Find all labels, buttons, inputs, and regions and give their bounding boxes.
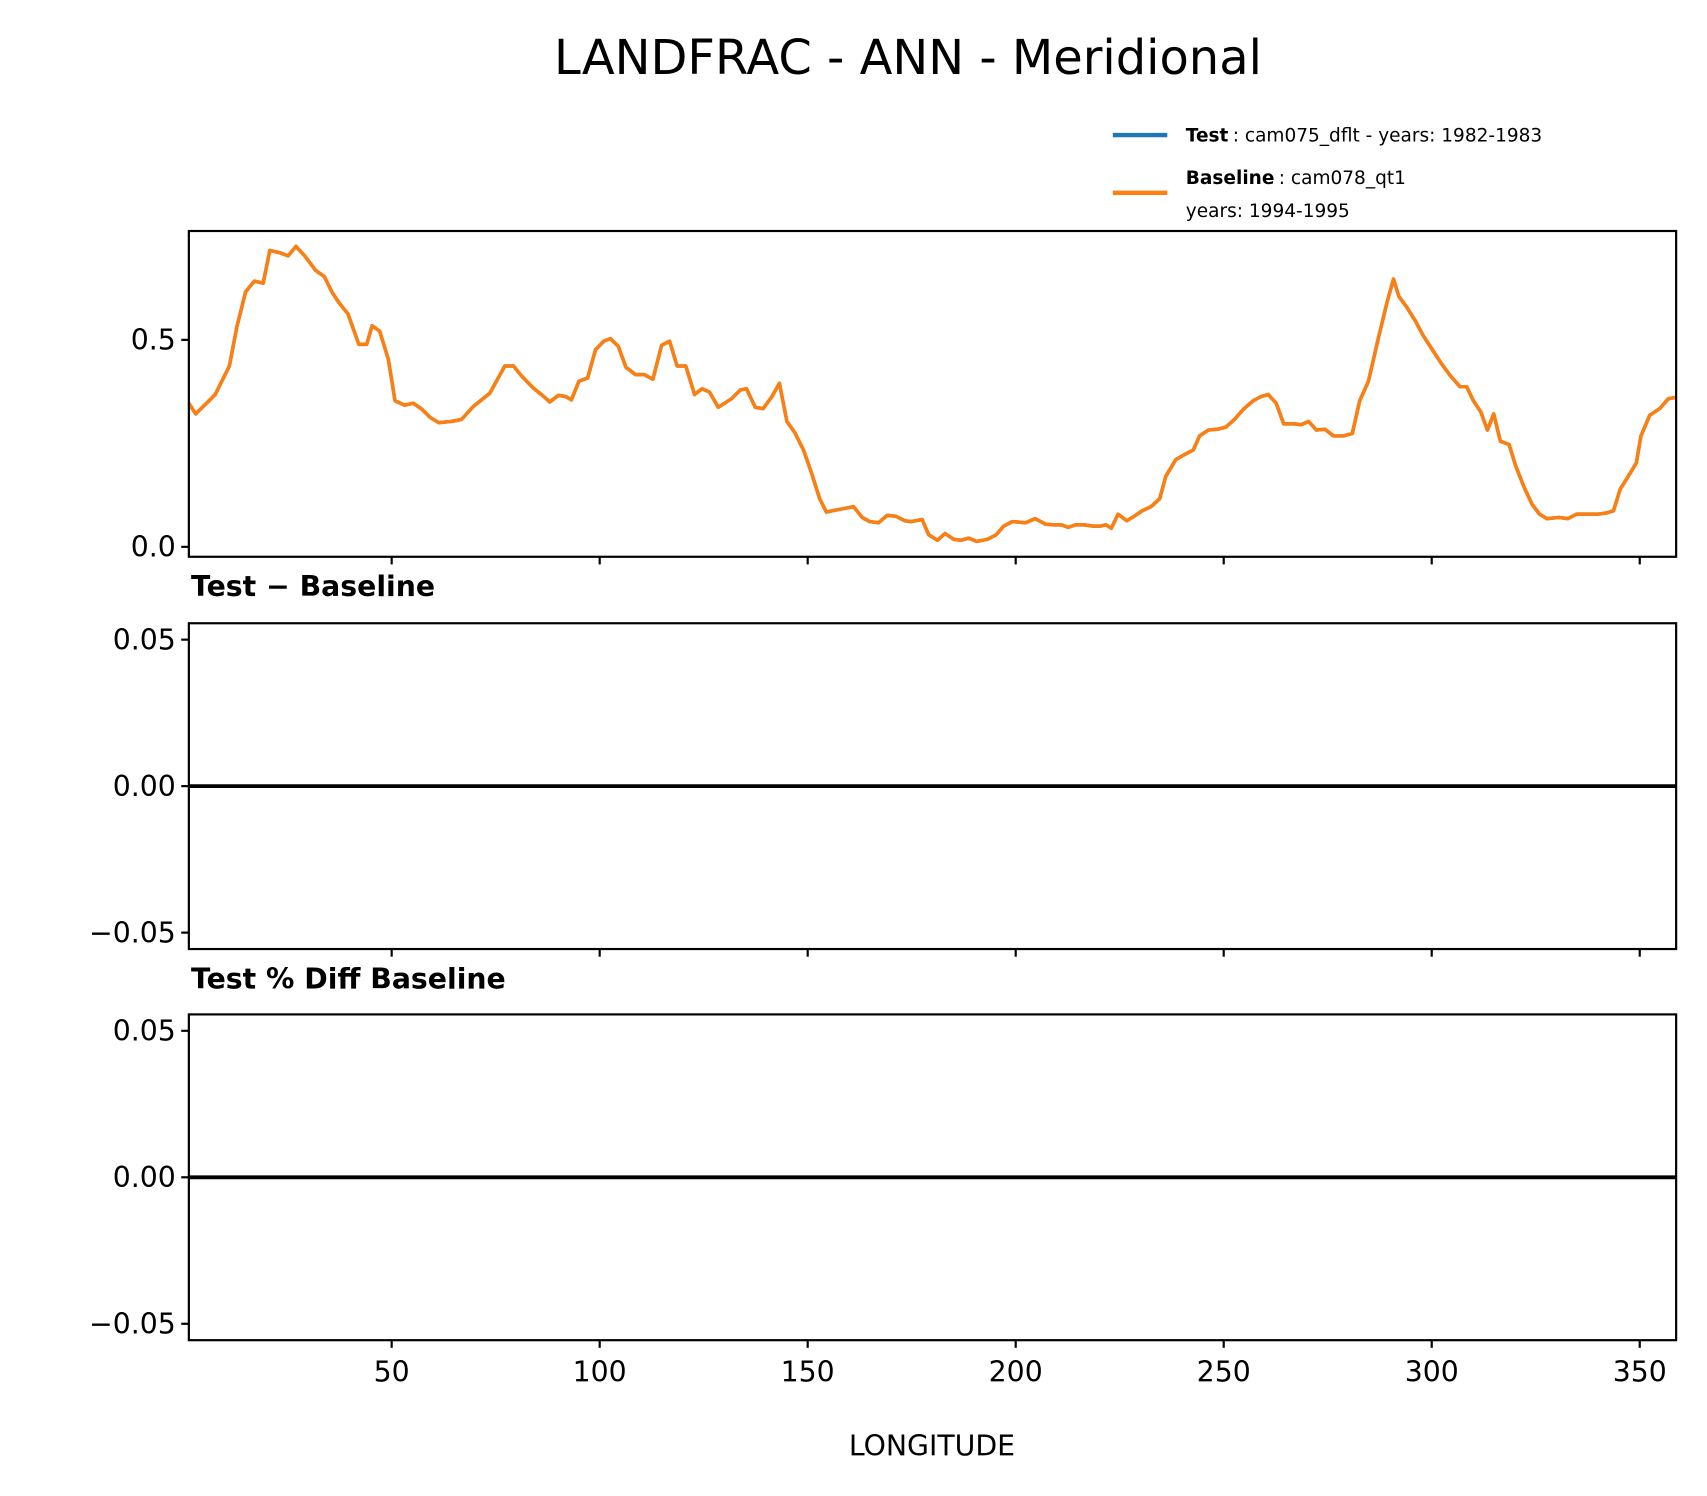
legend: Test: cam075_dflt - years: 1982-1983 Bas… <box>1112 126 1542 222</box>
y-tick-label: 0.00 <box>113 770 176 803</box>
series-line-test <box>187 244 1677 544</box>
legend-baseline-text: : cam078_qt1 <box>1279 168 1406 189</box>
x-tick-label: 100 <box>573 1356 627 1389</box>
panel-title-difference: Test − Baseline <box>191 570 435 603</box>
y-tick-label: 0.0 <box>131 531 176 564</box>
y-tick-label: 0.00 <box>113 1161 176 1194</box>
panel-title-percent-difference: Test % Diff Baseline <box>191 962 506 995</box>
svg-text:Test: cam075_dflt - years: 198: Test: cam075_dflt - years: 1982-1983 <box>1186 126 1542 147</box>
legend-test-label: Test <box>1186 126 1229 147</box>
legend-test-text: : cam075_dflt - years: 1982-1983 <box>1233 126 1542 147</box>
panel-difference: −0.05 0.00 0.05 <box>89 622 1678 957</box>
y-tick-label: −0.05 <box>89 1308 176 1341</box>
x-tick-label: 150 <box>781 1356 835 1389</box>
x-axis-label: LONGITUDE <box>849 1430 1015 1463</box>
legend-baseline-years: years: 1994-1995 <box>1186 201 1350 222</box>
svg-text:Baseline: cam078_qt1: Baseline: cam078_qt1 <box>1186 168 1406 189</box>
x-tick-label: 50 <box>374 1356 410 1389</box>
y-tick-label: 0.05 <box>113 1015 176 1048</box>
axes-frame <box>187 229 1678 558</box>
y-tick-label: −0.05 <box>89 916 176 949</box>
chart-title: LANDFRAC - ANN - Meridional <box>554 31 1262 86</box>
legend-baseline-label: Baseline <box>1186 168 1275 189</box>
x-tick-label: 300 <box>1405 1356 1459 1389</box>
x-tick-label: 200 <box>989 1356 1043 1389</box>
x-tick-label: 350 <box>1613 1356 1667 1389</box>
panel-values: 0.0 0.5 <box>131 229 1678 565</box>
y-tick-label: 0.05 <box>113 623 176 656</box>
panel-percent-difference: −0.05 0.00 0.05 50 100 150 200 250 300 350 <box>89 1013 1678 1389</box>
x-tick-label: 250 <box>1197 1356 1251 1389</box>
series-line-baseline <box>187 244 1677 544</box>
y-tick-label: 0.5 <box>131 324 176 357</box>
